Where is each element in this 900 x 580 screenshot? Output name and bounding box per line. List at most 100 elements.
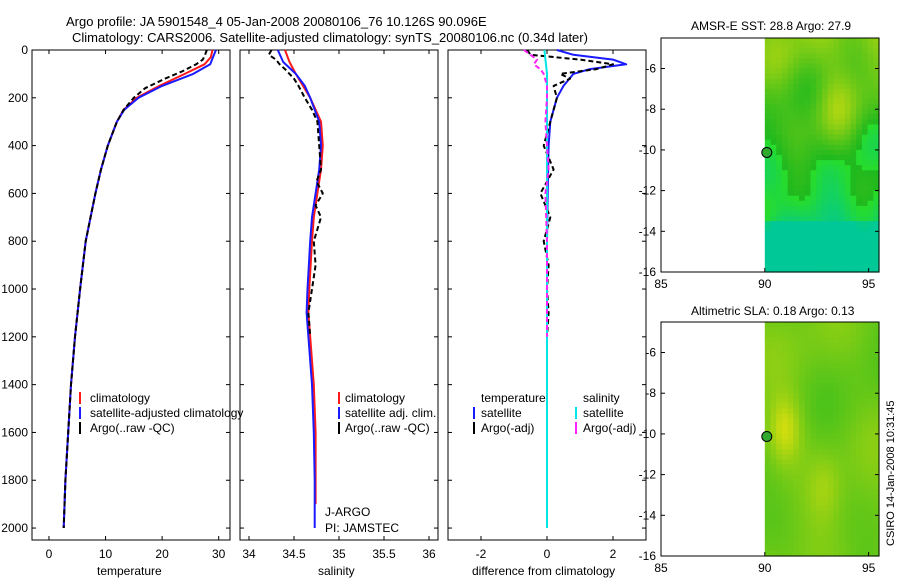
map-cell (850, 347, 857, 354)
map-cell (764, 93, 772, 100)
map-cell (827, 357, 834, 364)
map-cell (799, 535, 806, 542)
map-cell (793, 210, 800, 217)
map-cell (816, 535, 823, 542)
map-cell (764, 119, 772, 126)
map-cell (833, 464, 840, 471)
map-cell (787, 347, 794, 354)
map-cell (873, 428, 880, 435)
map-cell (850, 439, 857, 445)
map-cell (799, 53, 806, 59)
map-cell (856, 251, 863, 258)
map-cell (856, 205, 863, 212)
map-cell (861, 53, 869, 59)
map-cell (873, 160, 880, 166)
map-cell (781, 469, 789, 476)
map-cell (873, 58, 880, 65)
map-cell (776, 185, 783, 192)
map-cell (810, 540, 817, 547)
map-cell (810, 129, 817, 136)
map-cell (793, 200, 800, 207)
map-cell (781, 530, 789, 537)
map-cell (781, 266, 789, 273)
map-cell (787, 413, 794, 420)
map-cell (861, 510, 869, 516)
map-cell (821, 124, 829, 131)
map-cell (764, 165, 772, 171)
map-cell (799, 73, 806, 80)
map-cell (793, 484, 800, 491)
x-tick-label: 34 (242, 547, 256, 561)
map-cell (856, 322, 863, 328)
map-cell (764, 500, 772, 506)
map-cell (781, 236, 789, 243)
map-cell (821, 83, 829, 90)
map-cell (810, 160, 817, 166)
map-cell (816, 484, 823, 491)
map-cell (861, 332, 869, 338)
map-cell (850, 530, 857, 537)
map-cell (764, 550, 772, 557)
map-cell (839, 464, 846, 471)
map-cell (770, 464, 777, 471)
map-cell (799, 377, 806, 384)
map-cell (799, 362, 806, 369)
map-cell (839, 160, 846, 166)
map-cell (833, 119, 840, 126)
x-tick-label: 10 (99, 547, 113, 561)
map-cell (821, 489, 829, 496)
map-cell (844, 63, 852, 70)
map-cell (799, 433, 806, 440)
map-y-tick-label: -8 (645, 102, 656, 116)
map-cell (861, 500, 869, 506)
map-cell (793, 449, 800, 455)
map-cell (776, 383, 783, 389)
map-cell (861, 444, 869, 450)
map-cell (816, 454, 823, 460)
map-cell (764, 53, 772, 59)
map-cell (810, 93, 817, 100)
map-cell (833, 78, 840, 85)
map-cell (787, 114, 794, 120)
map-cell (856, 216, 863, 222)
map-cell (821, 433, 829, 440)
map-cell (781, 99, 789, 105)
map-cell (867, 515, 874, 521)
map-cell (810, 221, 817, 227)
map-cell (827, 256, 834, 263)
series-line-satellite-adj-clim (276, 49, 322, 528)
map-cell (816, 73, 823, 80)
map-cell (821, 362, 829, 369)
map-cell (781, 393, 789, 399)
map-cell (821, 205, 829, 212)
map-cell (793, 53, 800, 59)
map-cell (861, 347, 869, 354)
map-cell (804, 155, 812, 161)
map-cell (867, 408, 874, 415)
map-cell (821, 342, 829, 349)
salinity-legend: climatology satellite adj. clim. Argo(..… (325, 391, 436, 535)
map-cell (839, 124, 846, 131)
map-cell (764, 48, 772, 54)
map-cell (816, 530, 823, 537)
map-cell (770, 347, 777, 354)
map-cell (799, 99, 806, 105)
map-cell (850, 494, 857, 501)
map-cell (856, 73, 863, 80)
map-cell (856, 256, 863, 263)
map-cell (776, 479, 783, 486)
map-cell (804, 474, 812, 481)
map-cell (873, 226, 880, 232)
map-cell (781, 134, 789, 141)
map-cell (810, 109, 817, 115)
map-cell (844, 200, 852, 207)
map-cell (850, 195, 857, 202)
map-cell (844, 160, 852, 166)
map-cell (781, 241, 789, 248)
map-cell (764, 38, 772, 44)
map-cell (844, 190, 852, 197)
map-cell (816, 63, 823, 70)
map-cell (873, 515, 880, 521)
map-cell (776, 53, 783, 59)
map-cell (856, 444, 863, 450)
